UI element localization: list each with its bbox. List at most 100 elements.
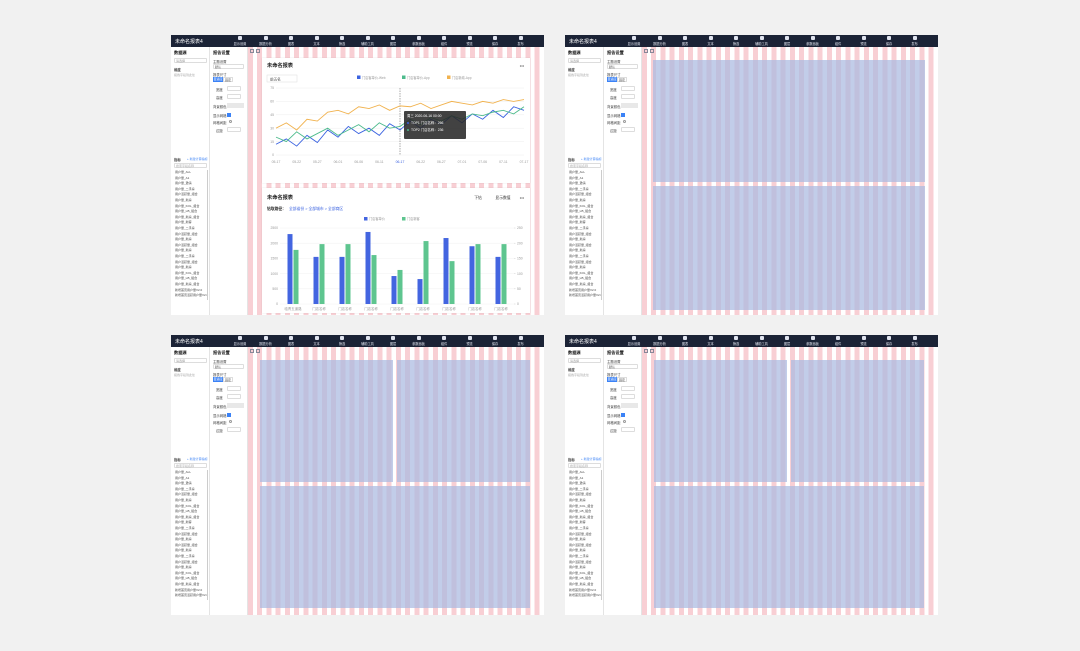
field-item[interactable]: 新增首页活跃用户量V2.0 xyxy=(175,593,209,598)
toolbar-button[interactable]: 发布 xyxy=(904,36,926,46)
size-input[interactable] xyxy=(227,86,241,91)
toolbar-button[interactable]: 文本 xyxy=(306,36,328,46)
toolbar-button[interactable]: 预览 xyxy=(853,336,875,346)
field-search[interactable]: 搜索字段名称 xyxy=(174,163,207,168)
field-item[interactable]: 用户活跃量_组合 xyxy=(569,531,592,536)
toolbar-button[interactable]: 发布 xyxy=(904,336,926,346)
field-item[interactable]: 用户量_A1 xyxy=(175,475,190,480)
field-item[interactable]: 用户量_新房_组合 xyxy=(175,282,200,286)
field-item[interactable]: 用户活跃量_组合 xyxy=(175,531,198,536)
toolbar-button[interactable]: 图层 xyxy=(776,336,798,346)
field-item[interactable]: 用户活跃量_组合 xyxy=(175,542,198,547)
field-item[interactable]: 用户量_新房 xyxy=(569,248,586,253)
canvas-tool[interactable] xyxy=(644,349,648,353)
canvas-tool[interactable] xyxy=(644,49,648,53)
field-item[interactable]: 用户量_H5_组合 xyxy=(175,509,198,514)
field-item[interactable]: 用户量_ALL xyxy=(569,170,586,174)
toolbar-button[interactable]: 显示设置 xyxy=(229,336,251,346)
size-option[interactable]: 固定 xyxy=(617,377,627,382)
field-item[interactable]: 用户活跃量_组合 xyxy=(569,192,592,197)
field-item[interactable]: 用户量_新房_组合 xyxy=(175,582,200,586)
field-item[interactable]: 用户量_新房 xyxy=(569,537,586,542)
size-option[interactable]: 自适应 xyxy=(607,77,617,82)
field-item[interactable]: 用户活跃量_组合 xyxy=(569,542,592,547)
size-option[interactable]: 自适应 xyxy=(213,77,223,82)
field-item[interactable]: 用户量_KOL_组合 xyxy=(569,570,594,575)
field-item[interactable]: 用户量_新客 xyxy=(569,220,586,225)
toolbar-button[interactable]: 发布 xyxy=(510,36,532,46)
field-search[interactable]: 搜索字段名称 xyxy=(568,163,601,168)
toolbar-button[interactable]: 筛选 xyxy=(725,36,747,46)
field-item[interactable]: 用户活跃量_组合 xyxy=(175,192,198,197)
field-item[interactable]: 用户量_新客 xyxy=(175,520,192,525)
toolbar-button[interactable]: 参数面板 xyxy=(802,36,824,46)
canvas-tool[interactable] xyxy=(650,349,654,353)
field-item[interactable]: 用户量_新房 xyxy=(175,548,192,553)
toolbar-button[interactable]: 图表 xyxy=(674,336,696,346)
field-item[interactable]: 用户量_KOL_组合 xyxy=(569,503,594,508)
field-item[interactable]: 用户量_邀请 xyxy=(175,181,192,186)
field-item[interactable]: 新增首页用户量V2.0 xyxy=(175,287,203,292)
toolbar-button[interactable]: 显示设置 xyxy=(229,36,251,46)
field-item[interactable]: 用户量_A1 xyxy=(569,175,584,180)
toolbar-button[interactable]: 图表 xyxy=(280,336,302,346)
theme-select[interactable]: 默认 xyxy=(213,364,244,369)
field-item[interactable]: 用户量_邀请 xyxy=(175,481,192,486)
theme-select[interactable]: 默认 xyxy=(607,364,638,369)
margin-input[interactable] xyxy=(227,427,241,432)
field-item[interactable]: 用户量_新房_组合 xyxy=(569,282,594,286)
margin-input[interactable] xyxy=(227,127,241,132)
toolbar-button[interactable]: 保存 xyxy=(484,336,506,346)
canvas-tool[interactable] xyxy=(250,349,254,353)
field-item[interactable]: 新增首页活跃用户量V2.0 xyxy=(569,293,603,298)
field-item[interactable]: 用户量_新房 xyxy=(175,198,192,202)
field-item[interactable]: 用户活跃量_组合 xyxy=(569,259,592,264)
source-select[interactable]: 请选择 xyxy=(174,58,207,63)
toolbar-button[interactable]: 预览 xyxy=(853,36,875,46)
field-item[interactable]: 用户活跃量_组合 xyxy=(569,559,592,564)
toolbar-button[interactable]: 预览 xyxy=(459,336,481,346)
field-item[interactable]: 用户活跃量_组合 xyxy=(569,231,592,236)
spacing-input[interactable] xyxy=(623,420,626,423)
toolbar-button[interactable]: 保存 xyxy=(484,36,506,46)
toolbar-button[interactable]: 发布 xyxy=(510,336,532,346)
spacing-input[interactable] xyxy=(623,120,626,123)
grid-check[interactable] xyxy=(227,413,231,417)
field-item[interactable]: 用户量_新房 xyxy=(569,237,586,242)
bg-swatch[interactable] xyxy=(227,103,244,108)
field-item[interactable]: 用户活跃量_组合 xyxy=(175,492,198,497)
toolbar-button[interactable]: 辅助工具 xyxy=(357,36,379,46)
toolbar-button[interactable]: 数据分析 xyxy=(649,336,671,346)
field-item[interactable]: 用户量_新房_组合 xyxy=(175,214,200,219)
toolbar-button[interactable]: 保存 xyxy=(878,336,900,346)
toolbar-button[interactable]: 数据分析 xyxy=(255,336,277,346)
canvas-tool[interactable] xyxy=(256,349,260,353)
field-item[interactable]: 用户量_KOL_组合 xyxy=(175,503,200,508)
toolbar-button[interactable]: 文本 xyxy=(700,36,722,46)
field-item[interactable]: 用户量_新房 xyxy=(569,548,586,553)
size-option[interactable]: 固定 xyxy=(223,77,233,82)
field-item[interactable]: 用户量_H5_组合 xyxy=(175,576,198,581)
margin-input[interactable] xyxy=(621,427,635,432)
field-item[interactable]: 用户量_邀请 xyxy=(569,481,586,486)
field-item[interactable]: 用户量_二手房 xyxy=(569,254,589,258)
theme-select[interactable]: 默认 xyxy=(213,64,244,69)
field-item[interactable]: 用户量_新客 xyxy=(175,220,192,225)
bg-swatch[interactable] xyxy=(227,403,244,408)
bg-swatch[interactable] xyxy=(621,103,638,108)
toolbar-button[interactable]: 组件 xyxy=(827,336,849,346)
field-item[interactable]: 用户量_ALL xyxy=(175,170,192,174)
field-item[interactable]: 用户量_新房_组合 xyxy=(569,214,594,219)
field-item[interactable]: 用户量_KOL_组合 xyxy=(175,203,200,208)
field-item[interactable]: 用户量_二手房 xyxy=(569,186,589,191)
field-item[interactable]: 用户量_新房_组合 xyxy=(569,514,594,519)
field-item[interactable]: 用户量_二手房 xyxy=(175,186,195,191)
field-item[interactable]: 用户量_新房 xyxy=(569,565,586,570)
source-select[interactable]: 请选择 xyxy=(568,358,601,363)
field-item[interactable]: 用户量_二手房 xyxy=(569,226,589,230)
field-item[interactable]: 用户量_H5_组合 xyxy=(569,209,592,214)
canvas-tool[interactable] xyxy=(650,49,654,53)
toolbar-button[interactable]: 筛选 xyxy=(331,36,353,46)
toolbar-button[interactable]: 显示设置 xyxy=(623,336,645,346)
toolbar-button[interactable]: 数据分析 xyxy=(255,36,277,46)
